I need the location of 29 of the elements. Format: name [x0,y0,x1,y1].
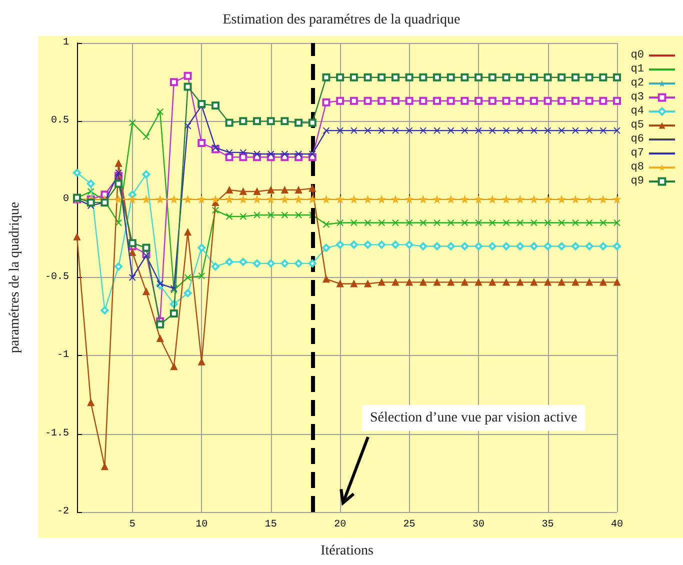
legend-label: q9 [630,176,644,188]
legend-label: q1 [630,64,644,76]
legend-label: q7 [630,148,644,160]
x-tick-label: 25 [403,520,416,530]
chart-title: Estimation des paramétres de la quadrique [222,12,460,28]
y-axis-title: paramétres de la quadrique [8,202,22,354]
legend-label: q4 [630,106,644,118]
y-tick-label: -0.5 [44,272,69,283]
x-tick-label: 30 [472,520,485,530]
y-tick-label: 0.5 [50,116,69,127]
x-tick-label: 20 [334,520,346,530]
legend-label: q2 [630,78,644,90]
legend-label: q0 [630,50,644,62]
legend-label: q6 [630,134,644,146]
x-tick-label: 15 [264,520,277,530]
y-tick-label: -2 [56,506,69,518]
y-tick-label: 0 [62,194,69,205]
x-tick-label: 35 [542,520,554,530]
annotation: Sélection d’une vue par vision active [370,410,578,426]
legend-label: q8 [630,162,644,174]
x-tick-label: 5 [129,520,136,530]
legend-label: q3 [630,92,644,104]
x-tick-label: 10 [196,520,208,530]
y-tick-label: -1 [56,350,69,362]
x-axis-title: Itérations [320,544,374,558]
x-tick-label: 40 [610,520,624,530]
y-tick-label: 1 [62,38,69,48]
legend-label: q5 [630,120,644,132]
y-tick-label: -1.5 [44,428,69,440]
